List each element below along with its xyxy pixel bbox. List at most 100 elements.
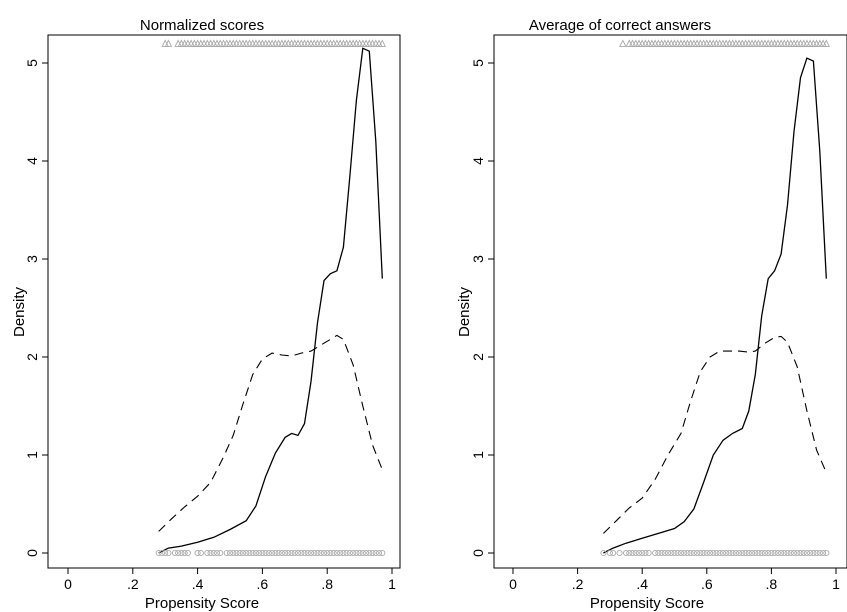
rug-marker-circle	[748, 549, 756, 557]
rug-marker-circle	[771, 549, 778, 557]
rug-marker-circle	[794, 549, 801, 557]
x-tick-label: .6	[257, 576, 269, 592]
rug-marker-triangle	[619, 39, 627, 47]
rug-marker-circle	[739, 549, 746, 557]
rug-marker-circle	[816, 549, 823, 557]
density-curve-solid	[603, 57, 827, 554]
panel-average-correct-answers: Average of correct answers Propensity Sc…	[456, 17, 847, 612]
rug-marker-circle	[652, 549, 659, 557]
rug-marker-circle	[294, 549, 302, 557]
rug-marker-circle	[256, 549, 263, 557]
rug-marker-triangle	[378, 39, 387, 47]
rug-marker-circle	[213, 549, 221, 557]
density-curve-dashed	[603, 335, 827, 534]
rug-marker-circle	[813, 549, 820, 557]
rug-marker-circle	[272, 549, 279, 557]
rug-marker-circle	[758, 549, 765, 557]
rug-marker-circle	[369, 549, 376, 557]
rug-marker-circle	[745, 549, 752, 557]
x-axis-label: Propensity Score	[590, 595, 704, 612]
rug-marker-circle	[697, 549, 704, 557]
rug-marker-circle	[249, 549, 256, 557]
rug-marker-circle	[713, 549, 720, 557]
rug-marker-circle	[784, 549, 791, 557]
x-tick-label: .8	[321, 576, 333, 592]
rug-marker-circle	[246, 549, 253, 557]
rug-marker-circle	[820, 549, 827, 557]
rug-marker-circle	[655, 549, 662, 557]
rug-marker-circle	[674, 549, 681, 557]
rug-marker-circle	[353, 549, 360, 557]
rug-marker-circle	[681, 549, 688, 557]
rug-marker-triangle	[822, 39, 831, 47]
rug-marker-circle	[178, 549, 185, 557]
rug-marker-circle	[197, 549, 204, 557]
rug-marker-circle	[658, 549, 665, 557]
rug-marker-circle	[677, 549, 685, 557]
rug-marker-circle	[343, 549, 350, 557]
rug-marker-circle	[632, 549, 639, 557]
rug-marker-circle	[210, 549, 217, 557]
x-tick-label: .2	[572, 576, 584, 592]
rug-marker-circle	[694, 549, 701, 557]
rug-marker-circle	[606, 549, 613, 557]
x-tick-label: .6	[701, 576, 713, 592]
rug-marker-circle	[236, 549, 243, 557]
y-tick-label: 1	[470, 451, 486, 459]
rug-marker-circle	[324, 549, 331, 557]
rug-marker-circle	[700, 549, 707, 557]
rug-marker-circle	[690, 549, 697, 557]
rug-marker-circle	[171, 549, 178, 557]
rug-marker-circle	[664, 549, 672, 557]
rug-marker-circle	[330, 549, 337, 557]
density-curve-solid	[158, 47, 383, 554]
rug-marker-circle	[797, 549, 804, 557]
x-tick-label: .4	[636, 576, 648, 592]
y-tick-label: 0	[24, 549, 40, 557]
rug-marker-circle	[356, 549, 363, 557]
x-tick-label: .8	[766, 576, 778, 592]
rug-marker-circle	[639, 549, 646, 557]
rug-marker-circle	[239, 549, 247, 557]
rug-marker-circle	[716, 549, 723, 557]
rug-marker-circle	[726, 549, 733, 557]
rug-marker-circle	[269, 549, 276, 557]
rug-marker-circle	[262, 549, 269, 557]
y-tick-label: 2	[24, 353, 40, 361]
y-tick-label: 2	[470, 353, 486, 361]
rug-marker-circle	[275, 549, 282, 557]
x-tick-label: 1	[388, 576, 396, 592]
x-tick-label: 1	[832, 576, 840, 592]
x-tick-label: 0	[509, 576, 517, 592]
x-tick-label: 0	[64, 576, 72, 592]
rug-marker-circle	[626, 549, 633, 557]
rug-marker-circle	[642, 549, 649, 557]
rug-marker-circle	[320, 549, 328, 557]
rug-marker-circle	[301, 549, 308, 557]
rug-marker-circle	[350, 549, 357, 557]
rug-marker-circle	[703, 549, 710, 557]
y-tick-label: 5	[470, 59, 486, 67]
rug-marker-circle	[366, 549, 373, 557]
rug-marker-circle	[282, 549, 289, 557]
rug-marker-circle	[755, 549, 762, 557]
rug-marker-circle	[671, 549, 678, 557]
rug-marker-circle	[787, 549, 794, 557]
density-curve-dashed	[158, 334, 383, 532]
rug-marker-circle	[311, 549, 318, 557]
rug-marker-circle	[645, 549, 652, 557]
rug-marker-circle	[158, 549, 166, 557]
x-axis-label: Propensity Score	[145, 595, 259, 612]
plot-frame	[47, 34, 401, 569]
rug-marker-circle	[259, 549, 266, 557]
rug-marker-circle	[317, 549, 324, 557]
rug-marker-circle	[285, 549, 292, 557]
y-tick-label: 4	[24, 157, 40, 165]
rug-marker-circle	[226, 549, 234, 557]
chart-title: Normalized scores	[140, 17, 264, 34]
rug-marker-circle	[616, 549, 623, 557]
rug-marker-circle	[800, 549, 807, 557]
rug-marker-circle	[823, 549, 830, 557]
rug-marker-circle	[204, 549, 211, 557]
